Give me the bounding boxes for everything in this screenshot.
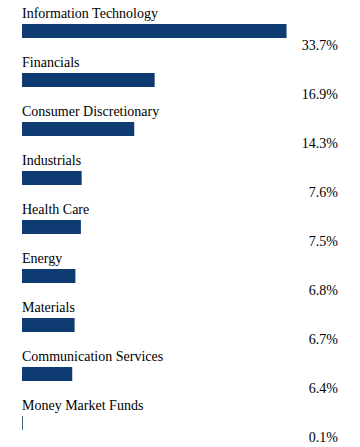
svg-text:33.7%: 33.7% <box>302 38 339 53</box>
svg-text:Communication Services: Communication Services <box>22 349 163 364</box>
svg-text:Consumer Discretionary: Consumer Discretionary <box>22 104 159 119</box>
svg-text:Energy: Energy <box>22 251 62 266</box>
svg-text:16.9%: 16.9% <box>302 87 339 102</box>
svg-text:6.4%: 6.4% <box>309 381 339 396</box>
svg-text:6.8%: 6.8% <box>309 283 339 298</box>
svg-text:Money Market Funds: Money Market Funds <box>22 398 143 413</box>
svg-text:7.5%: 7.5% <box>309 234 339 249</box>
svg-text:Information Technology: Information Technology <box>22 6 158 21</box>
svg-text:6.7%: 6.7% <box>309 332 339 347</box>
svg-text:7.6%: 7.6% <box>309 185 339 200</box>
svg-text:Financials: Financials <box>22 55 80 70</box>
svg-text:Materials: Materials <box>22 300 75 315</box>
svg-text:Industrials: Industrials <box>22 153 81 168</box>
svg-text:Health Care: Health Care <box>22 202 89 217</box>
svg-text:14.3%: 14.3% <box>302 136 339 151</box>
svg-text:0.1%: 0.1% <box>309 430 339 445</box>
